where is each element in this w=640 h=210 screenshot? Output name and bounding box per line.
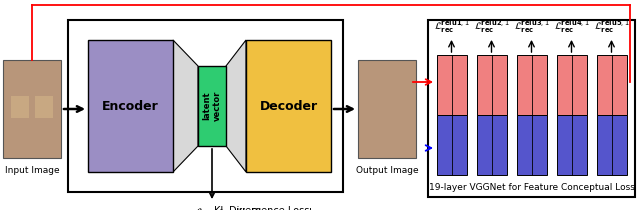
- Bar: [477, 115, 506, 175]
- Text: $\mathcal{L}^{\mathbf{relu4},1}_{\mathbf{rec}}$: $\mathcal{L}^{\mathbf{relu4},1}_{\mathbf…: [554, 18, 589, 35]
- Text: $\mathcal{L}_{kl}$: $\mathcal{L}_{kl}$: [194, 206, 210, 210]
- Text: $\mathcal{L}^{\mathbf{relu3},1}_{\mathbf{rec}}$: $\mathcal{L}^{\mathbf{relu3},1}_{\mathbf…: [513, 18, 550, 35]
- Text: Encoder: Encoder: [102, 100, 159, 113]
- Text: Input Image: Input Image: [4, 166, 60, 175]
- Text: 19-layer VGGNet for Feature Conceptual Loss: 19-layer VGGNet for Feature Conceptual L…: [429, 183, 634, 192]
- Bar: [557, 55, 586, 115]
- Text: $\mathcal{L}^{\mathbf{relu1},1}_{\mathbf{rec}}$: $\mathcal{L}^{\mathbf{relu1},1}_{\mathbf…: [433, 18, 470, 35]
- Bar: [516, 55, 547, 115]
- Bar: [35, 96, 53, 118]
- Text: KL Divergence Loss: KL Divergence Loss: [214, 206, 309, 210]
- Bar: [557, 115, 586, 175]
- Bar: [198, 66, 226, 146]
- Text: $\mathcal{L}_{kl}$  KL Divergence Loss: $\mathcal{L}_{kl}$ KL Divergence Loss: [216, 206, 332, 210]
- Bar: [11, 96, 29, 118]
- Text: $\mathcal{L}^{\mathbf{relu2},1}_{\mathbf{rec}}$: $\mathcal{L}^{\mathbf{relu2},1}_{\mathbf…: [474, 18, 509, 35]
- Text: $\mathcal{L}^{\mathbf{relu5},1}_{\mathbf{rec}}$: $\mathcal{L}^{\mathbf{relu5},1}_{\mathbf…: [593, 18, 630, 35]
- Bar: [428, 20, 635, 197]
- Polygon shape: [226, 40, 246, 172]
- Bar: [68, 20, 343, 192]
- Bar: [88, 40, 173, 172]
- Bar: [436, 55, 467, 115]
- Bar: [246, 40, 331, 172]
- Text: Decoder: Decoder: [259, 100, 317, 113]
- Bar: [596, 115, 627, 175]
- Bar: [3, 60, 61, 158]
- Bar: [436, 115, 467, 175]
- Bar: [358, 60, 416, 158]
- Bar: [596, 55, 627, 115]
- Polygon shape: [173, 40, 198, 172]
- Bar: [477, 55, 506, 115]
- Bar: [516, 115, 547, 175]
- Text: Output Image: Output Image: [356, 166, 419, 175]
- Text: latent
vector: latent vector: [202, 91, 221, 121]
